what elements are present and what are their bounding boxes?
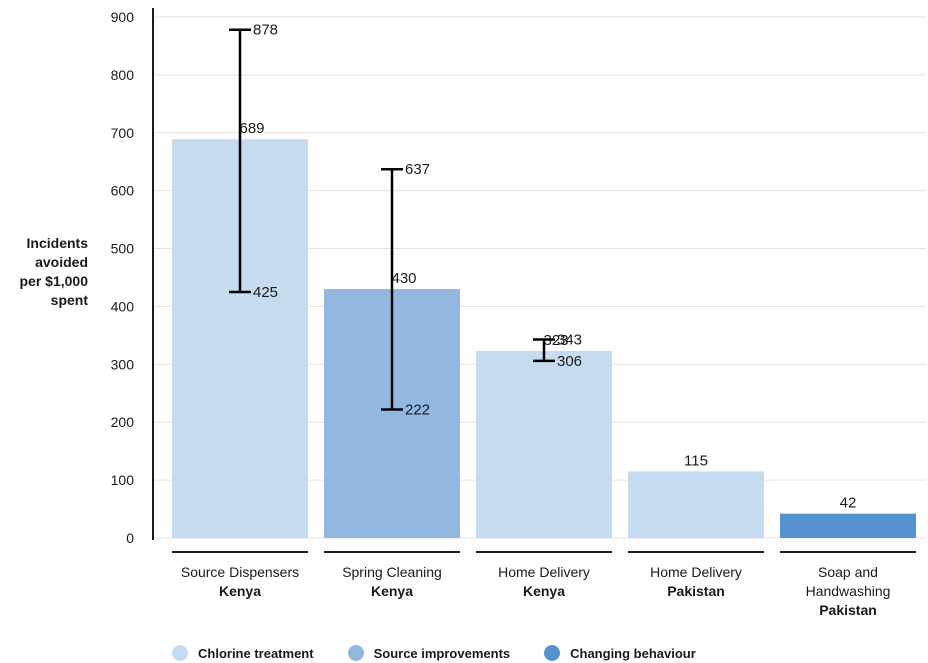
data-label: 689 [239,120,264,137]
y-tick-label: 700 [111,125,135,141]
legend-label: Chlorine treatment [198,645,314,661]
legend-swatch-chlorine-treatment [172,645,188,661]
category-label: Source Dispensers [181,564,299,580]
y-axis-label: Incidents avoided per $1,000 spent [2,234,89,310]
y-axis-label-line: avoided [35,254,88,270]
legend: Chlorine treatment Source improvements C… [172,645,730,661]
category-label: Home Delivery [650,564,742,580]
category-label: Soap and [818,564,878,580]
category-country-label: Kenya [219,583,261,599]
category-label: Handwashing [806,583,891,599]
y-tick-label: 600 [111,183,135,199]
error-high-label: 343 [557,331,582,348]
error-low-label: 306 [557,353,582,370]
y-tick-label: 200 [111,414,135,430]
legend-item-changing-behaviour: Changing behaviour [544,645,696,661]
y-tick-label: 800 [111,67,135,83]
category-country-label: Kenya [523,583,565,599]
category-label: Spring Cleaning [342,564,442,580]
bar [476,351,612,538]
error-high-label: 878 [253,22,278,39]
legend-item-source-improvements: Source improvements [347,645,511,661]
bar-chart: 0 100 200 300 400 500 600 700 800 900 689 878 425 Sou… [111,8,926,618]
bar [628,471,764,538]
legend-swatch-changing-behaviour [544,645,561,661]
bar [780,513,916,538]
category-country-label: Kenya [371,583,413,599]
legend-label: Changing behaviour [570,645,696,661]
y-tick-label: 500 [111,241,135,257]
y-tick-label: 900 [111,9,135,25]
data-label: 430 [391,270,416,287]
error-low-label: 222 [405,401,430,418]
error-low-label: 425 [253,284,278,301]
data-label: 42 [840,495,857,512]
y-axis-label-line: spent [50,292,88,308]
category-country-label: Pakistan [819,602,877,618]
y-axis-label-line: per $1,000 [19,273,89,289]
category-label: Home Delivery [498,564,590,580]
data-label: 323 [543,332,568,349]
y-tick-label: 100 [111,472,135,488]
y-tick-label: 300 [111,356,135,372]
data-label: 115 [684,452,708,469]
y-tick-label: 0 [126,530,134,546]
legend-swatch-source-improvements [347,645,364,661]
y-axis-label-line: Incidents [26,235,88,251]
legend-label: Source improvements [373,645,511,661]
y-tick-label: 400 [111,298,135,314]
category-country-label: Pakistan [667,583,725,599]
legend-item-chlorine-treatment: Chlorine treatment [172,645,314,661]
error-high-label: 637 [405,161,430,178]
